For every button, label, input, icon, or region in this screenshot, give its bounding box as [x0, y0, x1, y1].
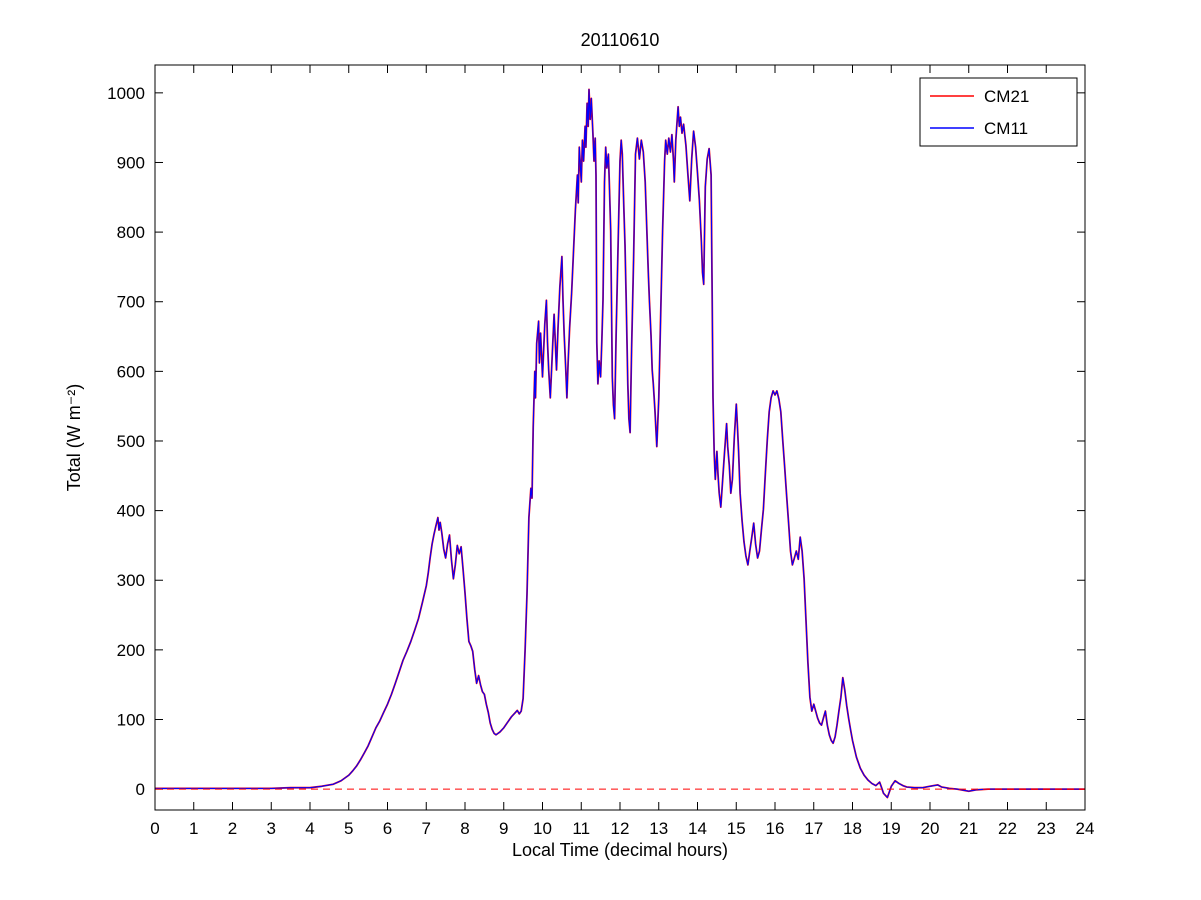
y-axis-label: Total (W m⁻²) [64, 384, 84, 492]
x-tick-label: 16 [766, 819, 785, 838]
y-tick-label: 300 [117, 571, 145, 590]
x-tick-label: 17 [804, 819, 823, 838]
legend-label-cm21: CM21 [984, 87, 1029, 106]
axes-box [154, 64, 1086, 811]
y-tick-label: 200 [117, 641, 145, 660]
y-tick-label: 600 [117, 362, 145, 381]
x-tick-label: 0 [150, 819, 159, 838]
x-tick-label: 4 [305, 819, 314, 838]
x-tick-label: 21 [959, 819, 978, 838]
x-tick-label: 11 [572, 819, 590, 838]
y-tick-label: 100 [117, 710, 145, 729]
y-tick-label: 1000 [107, 84, 145, 103]
plot-generated-content: 0 1 2 3 4 5 6 7 8 9 10 11 12 13 14 15 16 17 18 19 20 21 22 23 24… [107, 65, 1094, 838]
x-tick-label: 9 [499, 819, 508, 838]
legend-label-cm11: CM11 [984, 119, 1028, 138]
x-axis-label: Local Time (decimal hours) [512, 840, 728, 860]
x-tick-label: 1 [189, 819, 198, 838]
x-tick-label: 10 [533, 819, 552, 838]
series-cm11 [155, 88, 1085, 799]
x-tick-label: 7 [422, 819, 431, 838]
x-tick-label: 24 [1076, 819, 1095, 838]
x-tick-label: 13 [649, 819, 668, 838]
x-tick-label: 2 [228, 819, 237, 838]
x-tick-label: 22 [998, 819, 1017, 838]
x-tick-label: 15 [727, 819, 746, 838]
x-tick-label: 6 [383, 819, 392, 838]
chart-title: 20110610 [581, 30, 660, 50]
x-tick-label: 20 [921, 819, 940, 838]
series-cm21 [155, 88, 1085, 799]
x-tick-label: 5 [344, 819, 353, 838]
x-tick-label: 8 [460, 819, 469, 838]
legend-box [919, 77, 1078, 147]
x-tick-label: 19 [882, 819, 901, 838]
y-tick-label: 700 [117, 293, 145, 312]
y-tick-label: 500 [117, 432, 145, 451]
y-tick-label: 400 [117, 502, 145, 521]
y-tick-label: 900 [117, 153, 145, 172]
x-tick-label: 18 [843, 819, 862, 838]
x-tick-label: 12 [611, 819, 630, 838]
x-tick-label: 23 [1037, 819, 1056, 838]
y-tick-label: 0 [136, 780, 145, 799]
x-tick-label: 14 [688, 819, 707, 838]
legend: CM21 CM11 [919, 77, 1078, 147]
y-tick-label: 800 [117, 223, 145, 242]
x-tick-label: 3 [267, 819, 276, 838]
